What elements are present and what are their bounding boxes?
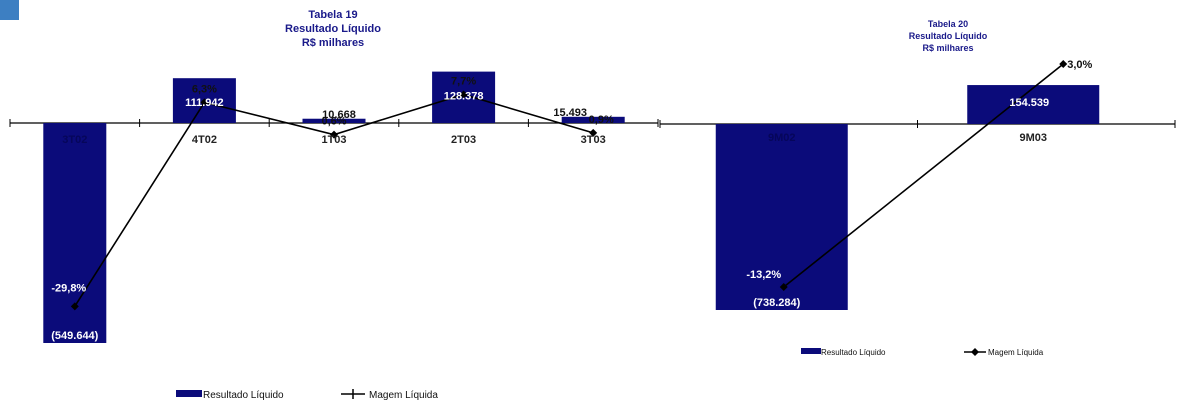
chart-1-margin-label: -29,8% <box>51 282 86 294</box>
chart-1-bar-label: 10.668 <box>322 109 356 121</box>
chart-1-bar-label: 128.378 <box>444 91 484 103</box>
chart-2-legend-line-marker <box>971 348 979 356</box>
chart-1-bar-3T03 <box>561 116 625 123</box>
chart-1-margin-point-3T02 <box>70 302 79 311</box>
chart-1-bar-label: 15.493 <box>553 107 587 119</box>
chart-1-category-label: 3T02 <box>62 134 87 146</box>
chart-2-margin-point-9M03 <box>1059 60 1068 68</box>
chart-1-margin-point-4T02 <box>200 98 209 107</box>
chart-2-legend-line-label: Magem Líquida <box>988 348 1044 357</box>
chart-1-category-label: 1T03 <box>321 134 346 146</box>
chart-2-subtitle: Resultado Líquido <box>909 31 988 41</box>
corner-tab <box>0 0 19 20</box>
chart-2-margin-label: 3,0% <box>1067 59 1092 71</box>
chart-1-margin-point-3T03 <box>589 128 598 137</box>
chart-2-margin-line <box>783 63 1064 288</box>
chart-2-title: Tabela 20 <box>928 19 968 29</box>
chart-2-category-label: 9M03 <box>1019 132 1047 144</box>
chart-1-margin-point-1T03 <box>330 130 338 139</box>
chart-1-category-label: 4T02 <box>192 134 217 146</box>
chart-1-category-label: 2T03 <box>451 134 476 146</box>
chart-2-legend-bar-label: Resultado Líquido <box>821 348 886 357</box>
chart-1-margin-label: 0,9% <box>589 114 614 126</box>
chart-1-bar-1T03 <box>302 118 366 123</box>
chart-2-margin-label: -13,2% <box>746 269 781 281</box>
chart-1-subtitle: Resultado Líquido <box>285 23 381 35</box>
chart-tabela-20: Tabela 20 Resultado Líquido R$ milhares … <box>659 19 1176 357</box>
chart-1-bar-label: 111.942 <box>185 97 224 109</box>
chart-1-unit-label: R$ milhares <box>302 37 364 49</box>
chart-2-unit-label: R$ milhares <box>922 43 973 53</box>
chart-1-margin-label: 0,6% <box>321 116 346 128</box>
chart-2-legend-bar-swatch <box>801 348 821 354</box>
chart-1-bar-label: (549.644) <box>51 330 98 342</box>
chart-1-margin-label: 6,3% <box>192 83 217 95</box>
chart-1-category-label: 3T03 <box>581 134 606 146</box>
chart-1-legend-line-label: Magem Líquida <box>369 390 438 401</box>
chart-1-legend-bar-label: Resultado Líquido <box>203 390 284 401</box>
chart-1-margin-point-2T03 <box>459 90 468 99</box>
chart-1-margin-label: 7,7% <box>451 76 476 88</box>
chart-2-bar-label: (738.284) <box>753 297 800 309</box>
chart-2-bar-9M02 <box>715 124 848 310</box>
chart-2-bar-label: 154.539 <box>1009 97 1049 109</box>
chart-1-title: Tabela 19 <box>308 9 357 21</box>
chart-tabela-19: Tabela 19 Resultado Líquido R$ milhares … <box>9 9 659 401</box>
chart-1-legend-bar-swatch <box>176 390 202 397</box>
chart-2-bar-9M03 <box>967 85 1100 124</box>
chart-2-category-label: 9M02 <box>768 132 796 144</box>
chart-2-margin-point-9M02 <box>779 283 788 291</box>
